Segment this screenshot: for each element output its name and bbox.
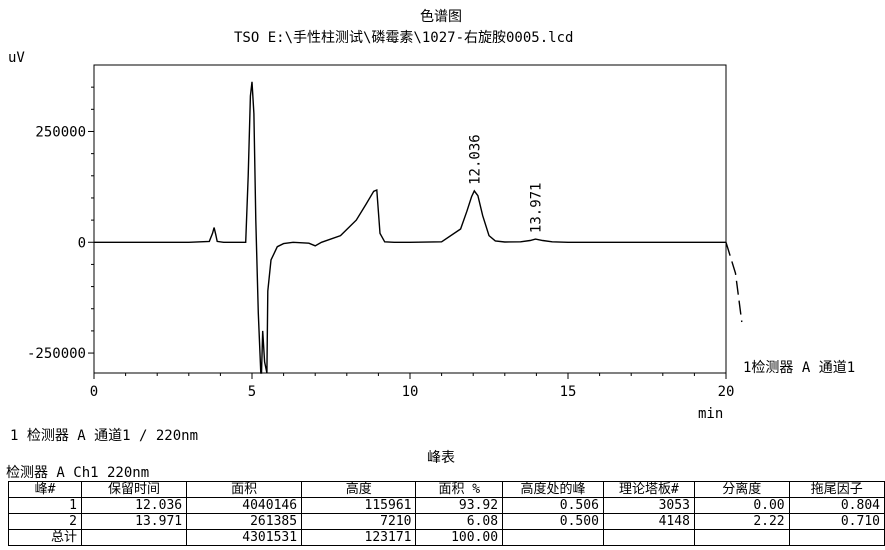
peak-label: 13.971: [528, 182, 544, 233]
table-cell: 6.08: [415, 513, 504, 530]
table-cell: 0.506: [502, 497, 604, 514]
x-tick-label: 0: [90, 384, 98, 400]
table-cell: [502, 529, 604, 546]
table-cell: [80, 529, 188, 546]
table-cell: 0.804: [788, 497, 885, 514]
table-cell: 115961: [301, 497, 417, 514]
table-cell: 4040146: [186, 497, 303, 514]
table-row: 1 12.036 4040146 115961 93.92 0.506 3053 0.00 0.…: [8, 497, 885, 514]
y-tick-label: 250000: [35, 124, 86, 140]
table-cell: [788, 529, 885, 546]
peak-table-header-cell: 理论塔板#: [602, 481, 695, 498]
plot-frame: [93, 64, 727, 374]
y-axis-label: uV: [8, 50, 25, 66]
y-tick-label: -250000: [27, 346, 86, 362]
table-cell: 7210: [301, 513, 417, 530]
peak-table-header-cell: 保留时间: [80, 481, 188, 498]
table-cell: 0.00: [693, 497, 790, 514]
table-cell: 0.500: [502, 513, 604, 530]
x-tick-label: 5: [248, 384, 256, 400]
table-cell: 4148: [602, 513, 695, 530]
table-cell: [602, 529, 695, 546]
detector-line: 1 检测器 A 通道1 / 220nm: [10, 428, 199, 444]
peak-table-header-cell: 面积 %: [415, 481, 504, 498]
table-cell: 93.92: [415, 497, 504, 514]
table-cell: 13.971: [80, 513, 188, 530]
table-cell: 12.036: [80, 497, 188, 514]
file-path: TSO E:\手性柱测试\磷霉素\1027-右旋胺0005.lcd: [234, 30, 574, 46]
table-cell: 2.22: [693, 513, 790, 530]
peak-table-header-cell: 分离度: [693, 481, 790, 498]
peak-table-header-cell: 高度: [301, 481, 417, 498]
peak-table: 峰# 保留时间 面积 高度 面积 % 高度处的峰 理论塔板# 分离度 拖尾因子 1 12.036 4…: [8, 481, 885, 546]
table-cell: 1: [8, 497, 82, 514]
table-row: 总计 4301531 123171 100.00: [8, 529, 885, 546]
chart-title: 色谱图: [420, 9, 462, 25]
table-cell: 3053: [602, 497, 695, 514]
peak-table-header-cell: 峰#: [8, 481, 82, 498]
peak-table-header: 峰# 保留时间 面积 高度 面积 % 高度处的峰 理论塔板# 分离度 拖尾因子: [8, 481, 885, 498]
series-label: 1检测器 A 通道1: [743, 360, 855, 376]
x-tick-label: 10: [402, 384, 419, 400]
table-cell: 总计: [8, 529, 82, 546]
series-tail-dashed: [725, 242, 743, 323]
table-cell: [693, 529, 790, 546]
table-cell: 261385: [186, 513, 303, 530]
y-tick-label: 0: [78, 235, 86, 251]
peak-label: 12.036: [467, 134, 483, 185]
table-cell: 100.00: [415, 529, 504, 546]
axis-tick-labels: 0 5 10 15 20 -250000 0 250000: [27, 124, 734, 400]
peak-table-title: 峰表: [427, 450, 455, 466]
table-row: 2 13.971 261385 7210 6.08 0.500 4148 2.22 0.710: [8, 513, 885, 530]
peak-table-header-cell: 高度处的峰: [502, 481, 604, 498]
peak-table-header-cell: 拖尾因子: [788, 481, 885, 498]
table-cell: 2: [8, 513, 82, 530]
peak-table-subtitle: 检测器 A Ch1 220nm: [6, 465, 150, 481]
table-cell: 4301531: [186, 529, 303, 546]
axis-ticks: [88, 86, 727, 379]
x-tick-label: 20: [718, 384, 735, 400]
x-tick-label: 15: [560, 384, 577, 400]
series-line: [94, 81, 726, 374]
table-cell: 0.710: [788, 513, 885, 530]
peak-table-header-cell: 面积: [186, 481, 303, 498]
table-cell: 123171: [301, 529, 417, 546]
x-axis-label: min: [698, 406, 723, 422]
peak-labels: 12.036 13.971: [467, 134, 544, 233]
